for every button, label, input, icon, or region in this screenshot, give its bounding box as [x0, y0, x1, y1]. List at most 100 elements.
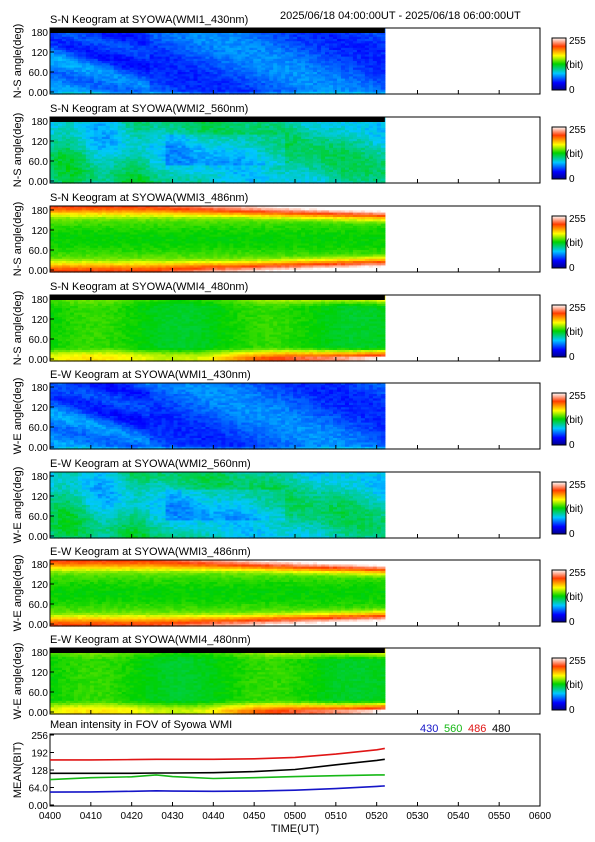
keogram-cell	[137, 147, 143, 151]
keogram-cell	[137, 169, 143, 173]
keogram-title: S-N Keogram at SYOWA(WMI1_430nm)	[50, 14, 248, 26]
keogram-cell	[380, 78, 386, 82]
keogram-cell	[141, 121, 147, 125]
keogram-cell	[149, 158, 155, 162]
keogram-cell	[313, 136, 318, 140]
keogram-cell	[213, 132, 219, 136]
keogram-cell	[161, 34, 167, 38]
keogram-cell	[340, 45, 346, 49]
keogram-cell	[261, 161, 266, 164]
keogram-cell	[181, 89, 187, 93]
keogram-cell	[165, 61, 171, 64]
keogram-cell	[233, 67, 238, 71]
keogram-cell	[69, 134, 75, 138]
keogram-cell	[65, 63, 71, 66]
keogram-cell	[337, 172, 342, 175]
keogram-cell	[273, 43, 278, 47]
keogram-cell	[149, 125, 155, 129]
keogram-cell	[189, 145, 195, 149]
keogram-cell	[217, 123, 223, 127]
keogram-cell	[333, 161, 338, 164]
keogram-cell	[161, 67, 167, 71]
keogram-cell	[241, 123, 246, 127]
keogram-cell	[289, 130, 294, 133]
keogram-cell	[153, 72, 159, 75]
keogram-cell	[257, 161, 262, 164]
keogram-cell	[261, 72, 266, 75]
keogram-cell	[97, 89, 103, 93]
keogram-cell	[85, 89, 91, 93]
keogram-cell	[181, 143, 187, 147]
keogram-cell	[109, 163, 115, 166]
keogram-cell	[93, 156, 99, 160]
keogram-cell	[225, 89, 230, 93]
keogram-cell	[53, 76, 59, 80]
keogram-cell	[356, 36, 362, 40]
keogram-cell	[348, 89, 354, 93]
keogram-cell	[217, 80, 223, 84]
keogram-cell	[261, 83, 266, 86]
keogram-cell	[105, 32, 111, 36]
keogram-cell	[101, 36, 107, 40]
keogram-cell	[201, 50, 207, 53]
keogram-cell	[337, 167, 342, 171]
keogram-cell	[301, 58, 306, 62]
keogram-cell	[309, 130, 314, 133]
keogram-cell	[201, 134, 207, 138]
keogram-cell	[265, 130, 270, 133]
keogram-cell	[125, 176, 131, 180]
keogram-cell	[317, 161, 322, 164]
keogram-cell	[69, 139, 75, 142]
keogram-cell	[237, 167, 242, 171]
keogram-cell	[185, 152, 191, 155]
keogram-cell	[141, 54, 147, 58]
keogram-cell	[229, 43, 234, 47]
keogram-cell	[201, 78, 207, 82]
keogram-cell	[344, 61, 350, 64]
keogram-cell	[201, 163, 207, 166]
keogram-cell	[337, 161, 342, 164]
keogram-cell	[217, 174, 223, 177]
keogram-cell	[257, 176, 262, 180]
keogram-cell	[317, 34, 322, 38]
keogram-cell	[261, 180, 266, 184]
keogram-cell	[157, 178, 163, 182]
keogram-cell	[213, 91, 219, 95]
keogram-cell	[313, 152, 318, 155]
keogram-cell	[81, 74, 87, 77]
keogram-cell	[352, 91, 358, 95]
keogram-cell	[153, 174, 159, 177]
keogram-cell	[197, 39, 203, 42]
keogram-cell	[197, 172, 203, 175]
keogram-cell	[201, 52, 207, 55]
keogram-cell	[133, 141, 139, 144]
keogram-cell	[344, 50, 350, 53]
keogram-cell	[173, 132, 179, 136]
keogram-cell	[161, 56, 167, 60]
keogram-cell	[177, 147, 183, 151]
keogram-cell	[137, 43, 143, 47]
keogram-cell	[89, 39, 95, 42]
keogram-cell	[53, 165, 59, 169]
keogram-cell	[109, 152, 115, 155]
keogram-cell	[225, 78, 230, 82]
keogram-cell	[257, 89, 262, 93]
keogram-cell	[285, 172, 290, 175]
keogram-cell	[53, 89, 59, 93]
keogram-cell	[277, 143, 282, 147]
keogram-cell	[321, 52, 326, 55]
keogram-cell	[181, 39, 187, 42]
keogram-cell	[181, 125, 187, 129]
keogram-cell	[57, 69, 63, 73]
keogram-cell	[109, 74, 115, 77]
keogram-cell	[241, 78, 246, 82]
keogram-cell	[97, 180, 103, 184]
keogram-cell	[105, 74, 111, 77]
keogram-cell	[125, 154, 131, 158]
keogram-cell	[50, 147, 55, 151]
keogram-cell	[368, 56, 374, 60]
keogram-cell	[305, 72, 310, 75]
keogram-cell	[269, 156, 274, 160]
keogram-cell	[337, 174, 342, 177]
keogram-cell	[249, 43, 254, 47]
